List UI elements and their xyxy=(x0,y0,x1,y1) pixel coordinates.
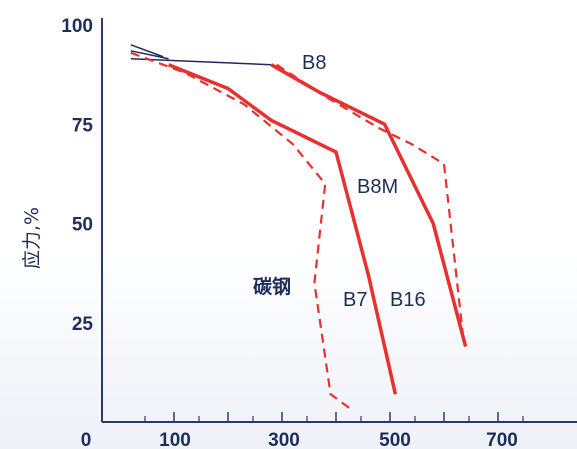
series-line-unnamed-4 xyxy=(275,63,464,335)
series-line-unnamed-2 xyxy=(130,50,169,60)
series-label-b16: B16 xyxy=(390,289,426,311)
series-layer xyxy=(130,44,468,411)
series-line-b7 xyxy=(130,51,353,411)
series-line-b8 xyxy=(130,57,272,66)
labels: 应力,% 碳钢 B8 B8M B7 B16 xyxy=(21,52,426,311)
y-tick-label: 75 xyxy=(72,115,94,136)
ticks: 25 50 75 100 0 100 300 500 700 xyxy=(61,16,524,449)
axes xyxy=(101,18,577,423)
x-tick-label: 100 xyxy=(159,430,191,449)
series-line-b8m xyxy=(270,63,468,348)
series-label-b7: B7 xyxy=(343,289,367,311)
x-tick-label: 500 xyxy=(379,430,411,449)
series-label-b8: B8 xyxy=(302,52,326,74)
x-tick-label: 700 xyxy=(486,430,518,449)
x-tick-label: 300 xyxy=(268,430,300,449)
y-axis-label: 应力,% xyxy=(21,207,43,269)
series-line-b16 xyxy=(167,63,398,395)
annotation-carbon-steel: 碳钢 xyxy=(253,275,291,298)
series-line-unnamed-1 xyxy=(130,44,164,58)
x-tick-label: 0 xyxy=(81,430,92,449)
y-tick-label: 25 xyxy=(72,314,94,335)
series-label-b8m: B8M xyxy=(357,176,398,198)
y-tick-label: 100 xyxy=(61,16,93,37)
y-tick-label: 50 xyxy=(72,215,93,236)
